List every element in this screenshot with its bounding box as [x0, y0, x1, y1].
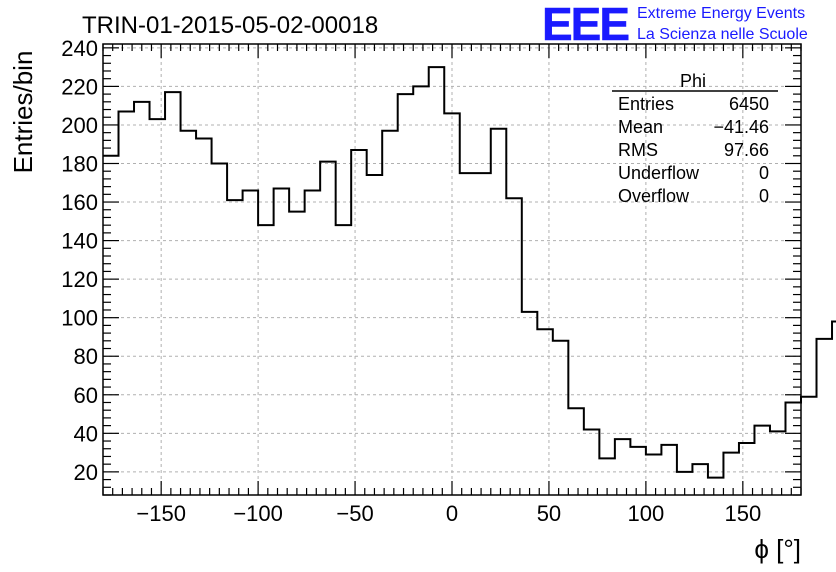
stats-label: Overflow — [618, 186, 690, 206]
logo-mark: EEE — [542, 0, 628, 50]
x-tick-label: 50 — [537, 501, 561, 526]
stats-label: Underflow — [618, 163, 700, 183]
stats-box: Phi Entries 6450 Mean −41.46 RMS 97.66 Underfl… — [612, 71, 778, 206]
stats-rows: Entries 6450 Mean −41.46 RMS 97.66 Underflow 0 O… — [618, 94, 769, 206]
histogram-series-phi — [103, 66, 836, 479]
stats-label: Mean — [618, 117, 663, 137]
y-tick-label: 240 — [61, 36, 98, 61]
y-tick-label: 60 — [74, 383, 98, 408]
stats-label: RMS — [618, 140, 658, 160]
y-tick-label: 160 — [61, 190, 98, 215]
logo-line-2: La Scienza nelle Scuole — [637, 26, 808, 43]
stats-value: −41.46 — [713, 117, 769, 137]
axis-ticks — [102, 44, 802, 496]
y-tick-label: 220 — [61, 74, 98, 99]
x-tick-label: 150 — [724, 501, 761, 526]
x-axis-tick-labels: −150 −100 −50 0 50 100 150 — [136, 501, 761, 526]
y-tick-label: 100 — [61, 306, 98, 331]
logo-line-1: Extreme Energy Events — [637, 5, 805, 22]
y-axis-label: Entries/bin — [8, 51, 38, 174]
y-tick-label: 80 — [74, 344, 98, 369]
x-tick-label: 100 — [628, 501, 665, 526]
x-tick-label: −100 — [233, 501, 283, 526]
grid-lines — [103, 44, 801, 495]
y-tick-label: 140 — [61, 229, 98, 254]
eee-logo: EEE Extreme Energy Events La Scienza nel… — [542, 0, 808, 50]
y-axis-tick-labels: 20 40 60 80 100 120 140 160 180 200 220 240 — [61, 36, 98, 485]
chart-title: TRIN-01-2015-05-02-00018 — [82, 12, 378, 39]
x-tick-label: −150 — [136, 501, 186, 526]
y-tick-label: 200 — [61, 113, 98, 138]
y-tick-label: 40 — [74, 421, 98, 446]
y-tick-label: 120 — [61, 267, 98, 292]
y-tick-label: 20 — [74, 460, 98, 485]
stats-box-title: Phi — [680, 71, 706, 91]
y-tick-label: 180 — [61, 151, 98, 176]
x-tick-label: 0 — [446, 501, 458, 526]
stats-label: Entries — [618, 94, 674, 114]
x-tick-label: −50 — [336, 501, 373, 526]
stats-value: 97.66 — [724, 140, 769, 160]
stats-value: 0 — [759, 163, 769, 183]
x-axis-label: ϕ [°] — [754, 534, 801, 564]
stats-value: 6450 — [729, 94, 769, 114]
stats-value: 0 — [759, 186, 769, 206]
